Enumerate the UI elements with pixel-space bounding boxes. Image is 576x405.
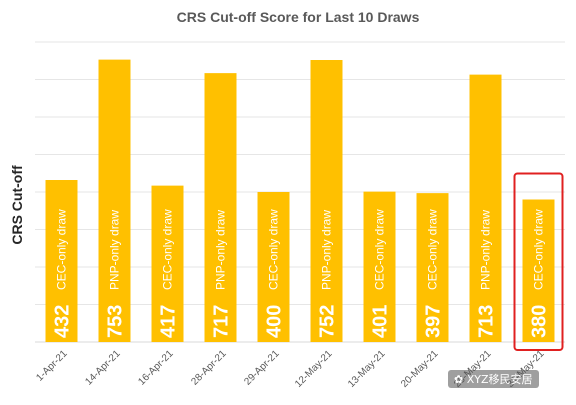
bar-group: 753 PNP-only draw — [98, 59, 131, 342]
x-tick-label: 12-May-21 — [293, 348, 335, 390]
bar-group: 713 PNP-only draw — [469, 74, 502, 342]
chart-title: CRS Cut-off Score for Last 10 Draws — [177, 9, 420, 25]
bar-group: 752 PNP-only draw — [310, 60, 343, 342]
bar-value-label: 380 — [529, 305, 551, 338]
bar-value-label: 713 — [476, 305, 498, 338]
highlight-box — [513, 172, 564, 351]
chat-icon: ✿ — [454, 373, 464, 386]
bar — [45, 180, 78, 342]
bar-draw-type-label: CEC-only draw — [161, 209, 175, 290]
bar-value-label: 432 — [52, 305, 74, 338]
bar — [98, 59, 131, 342]
bars: 432 CEC-only draw 753 PNP-only draw 417 CEC-o… — [45, 59, 564, 351]
x-tick-label: 14-Apr-21 — [83, 348, 123, 388]
bar-value-label: 717 — [211, 305, 233, 338]
bar — [416, 193, 449, 342]
bar — [151, 185, 184, 342]
bar-group: 717 PNP-only draw — [204, 73, 237, 342]
x-tick-label: 13-May-21 — [346, 348, 388, 390]
y-axis-label: CRS Cut-off — [9, 165, 25, 245]
x-tick-label: 16-Apr-21 — [136, 348, 176, 388]
x-tick-label: 28-Apr-21 — [189, 348, 229, 388]
x-tick-label: 20-May-21 — [399, 348, 441, 390]
bar-value-label: 401 — [370, 305, 392, 338]
bar — [310, 60, 343, 342]
bar-value-label: 752 — [317, 305, 339, 338]
watermark-text: XYZ移民安居 — [466, 373, 533, 386]
bar — [522, 199, 555, 342]
bar-value-label: 753 — [105, 305, 127, 338]
bar-group: 380 CEC-only draw — [522, 199, 555, 342]
bar-draw-type-label: CEC-only draw — [426, 209, 440, 290]
bar-group: 400 CEC-only draw — [257, 192, 290, 342]
bar-value-label: 400 — [264, 305, 286, 338]
bar-draw-type-label: CEC-only draw — [55, 209, 69, 290]
bar-draw-type-label: CEC-only draw — [267, 209, 281, 290]
bar — [469, 74, 502, 342]
bar-value-label: 397 — [423, 305, 445, 338]
bar-value-label: 417 — [158, 305, 180, 338]
bar-group: 432 CEC-only draw — [45, 180, 78, 342]
bar-group: 401 CEC-only draw — [363, 191, 396, 342]
bar — [363, 191, 396, 342]
watermark: ✿ XYZ移民安居 — [448, 370, 539, 388]
bar — [204, 73, 237, 342]
bar-draw-type-label: PNP-only draw — [479, 210, 493, 290]
bar-group: 397 CEC-only draw — [416, 193, 449, 342]
bar-draw-type-label: PNP-only draw — [108, 210, 122, 290]
bar — [257, 192, 290, 342]
bar-draw-type-label: PNP-only draw — [320, 210, 334, 290]
bar-draw-type-label: CEC-only draw — [373, 209, 387, 290]
x-tick-label: 1-Apr-21 — [34, 348, 70, 384]
bar-draw-type-label: CEC-only draw — [532, 209, 546, 290]
bar-group: 417 CEC-only draw — [151, 185, 184, 342]
x-tick-label: 29-Apr-21 — [242, 348, 282, 388]
bar-draw-type-label: PNP-only draw — [214, 210, 228, 290]
